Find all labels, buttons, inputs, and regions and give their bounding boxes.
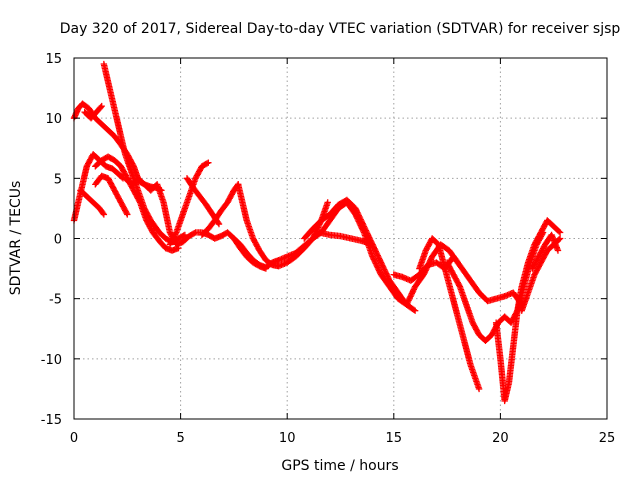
y-tick-label: 15 xyxy=(45,52,62,67)
series-trace-10 xyxy=(183,175,223,228)
data-point xyxy=(556,235,564,242)
data-point xyxy=(555,236,563,243)
x-tick-label: 5 xyxy=(176,431,184,446)
y-tick-label: 0 xyxy=(54,233,62,248)
data-point xyxy=(410,306,418,314)
series-trace-17 xyxy=(416,235,483,393)
data-point xyxy=(215,220,223,228)
data-point xyxy=(324,199,331,206)
series-trace-11 xyxy=(198,181,242,239)
y-tick-label: 5 xyxy=(54,172,62,187)
axis-ticks: 0 5 10 15 20 25 -15 -10 -5 0 5 10 15 xyxy=(41,52,616,446)
data-point xyxy=(475,385,483,393)
y-tick-label: -10 xyxy=(41,353,62,368)
data-point xyxy=(123,209,130,217)
data-point xyxy=(124,211,131,218)
data-point xyxy=(554,247,562,254)
x-tick-label: 0 xyxy=(70,431,78,446)
data-point xyxy=(369,241,376,248)
x-tick-label: 20 xyxy=(492,431,509,446)
y-tick-label: -15 xyxy=(41,413,62,428)
data-point xyxy=(203,160,211,167)
y-tick-label: -5 xyxy=(49,293,62,308)
series-trace-14 xyxy=(301,196,419,314)
y-axis-label: SDTVAR / TECUs xyxy=(8,181,24,296)
series-trace-15 xyxy=(315,229,376,248)
data-point xyxy=(136,197,143,205)
data-point xyxy=(455,282,463,289)
data-point xyxy=(100,211,108,218)
x-axis-label: GPS time / hours xyxy=(281,458,398,474)
data-point xyxy=(98,102,105,110)
data-point xyxy=(99,210,107,217)
series-trace-19 xyxy=(492,217,564,405)
data-point xyxy=(555,228,563,235)
y-tick-label: 10 xyxy=(45,112,62,127)
data-point xyxy=(191,230,198,237)
data-point xyxy=(205,159,212,166)
data-point xyxy=(180,232,187,239)
x-tick-label: 15 xyxy=(386,431,403,446)
data-point xyxy=(97,103,105,111)
series-trace-4 xyxy=(81,102,105,122)
series-trace-6 xyxy=(92,172,131,218)
series-trace-21 xyxy=(529,231,562,272)
chart-title: Day 320 of 2017, Sidereal Day-to-day VTE… xyxy=(60,21,621,37)
series-trace-2 xyxy=(77,187,108,218)
data-point xyxy=(556,229,564,236)
x-tick-label: 25 xyxy=(599,431,616,446)
data-point xyxy=(172,230,179,238)
x-tick-label: 10 xyxy=(279,431,296,446)
data-point xyxy=(411,307,419,314)
data-points xyxy=(70,60,564,405)
